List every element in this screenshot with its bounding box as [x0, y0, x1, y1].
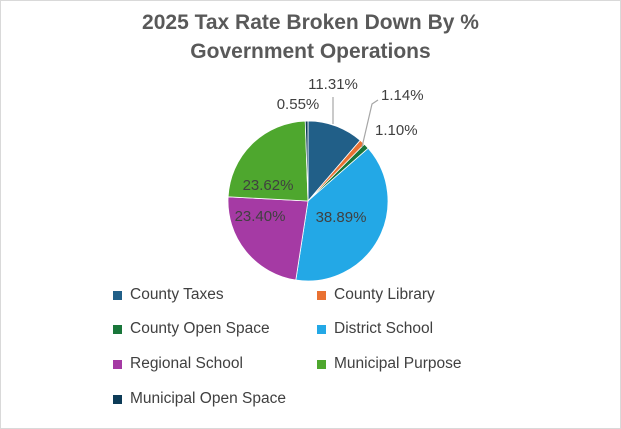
legend-swatch — [317, 290, 326, 300]
pie-slice-municipal-purpose — [227, 120, 309, 202]
legend-item-municipal-open-space: Municipal Open Space — [113, 390, 286, 408]
legend-swatch — [317, 359, 326, 369]
legend-label: County Taxes — [130, 286, 224, 303]
legend-item-county-taxes: County Taxes — [113, 286, 224, 304]
chart-title-line-1: 2025 Tax Rate Broken Down By % — [142, 11, 479, 34]
legend-label: Regional School — [130, 355, 243, 372]
legend-label: Municipal Purpose — [334, 355, 462, 372]
data-label-county-taxes: 11.31% — [308, 76, 358, 93]
data-label-municipal-open-space: 0.55% — [277, 96, 320, 113]
legend-label: District School — [334, 320, 434, 337]
legend-item-regional-school: Regional School — [113, 355, 243, 373]
data-label-regional-school: 23.40% — [235, 208, 286, 225]
chart-title-line-2: Government Operations — [190, 40, 431, 63]
legend-swatch — [113, 394, 122, 404]
legend-item-municipal-purpose: Municipal Purpose — [317, 355, 462, 373]
legend-swatch — [113, 290, 122, 300]
legend-label: Municipal Open Space — [130, 390, 286, 407]
data-label-district-school: 38.89% — [316, 209, 367, 226]
legend-label: County Open Space — [130, 320, 270, 337]
legend-swatch — [113, 324, 122, 334]
data-label-county-library: 1.14% — [381, 87, 424, 104]
legend-label: County Library — [334, 286, 435, 303]
leader-line-county-library — [361, 99, 379, 148]
legend-swatch — [317, 324, 326, 334]
data-label-county-open-space: 1.10% — [375, 122, 418, 139]
pie-slice-municipal-open-space — [304, 120, 309, 202]
data-label-municipal-purpose: 23.62% — [243, 177, 294, 194]
legend-item-county-open-space: County Open Space — [113, 320, 270, 338]
legend-item-county-library: County Library — [317, 286, 435, 304]
chart-title: 2025 Tax Rate Broken Down By % Governmen… — [0, 8, 621, 66]
pie-slice-regional-school — [227, 196, 309, 281]
pie-slice-district-school — [295, 147, 389, 282]
legend-swatch — [113, 359, 122, 369]
legend-item-district-school: District School — [317, 320, 433, 338]
